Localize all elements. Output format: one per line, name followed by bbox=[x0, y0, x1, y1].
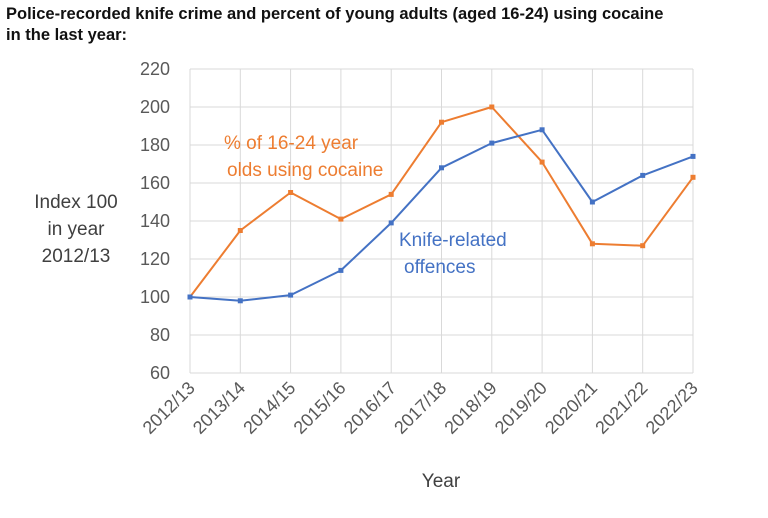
data-point-marker bbox=[237, 228, 243, 233]
x-tick-label: 2018/19 bbox=[440, 378, 500, 438]
x-tick-label: 2017/18 bbox=[390, 378, 450, 438]
data-point-marker bbox=[489, 104, 495, 110]
data-point-marker bbox=[489, 140, 495, 146]
x-tick-label: 2015/16 bbox=[290, 378, 350, 438]
x-axis-ticks: 2012/132013/142014/152015/162016/172017/… bbox=[139, 378, 702, 438]
y-tick-label: 140 bbox=[140, 211, 170, 231]
y-axis-title-line-3: 2012/13 bbox=[42, 246, 111, 267]
data-point-marker bbox=[539, 127, 545, 133]
y-axis-title-line-1: Index 100 bbox=[34, 192, 117, 213]
data-point-marker bbox=[439, 165, 444, 171]
chart-title-line-1: Police-recorded knife crime and percent … bbox=[6, 5, 664, 23]
x-tick-label: 2016/17 bbox=[340, 378, 400, 438]
cocaine-series-label: % of 16-24 year olds using cocaine bbox=[224, 133, 383, 181]
knife-label-line-1: Knife-related bbox=[399, 230, 507, 251]
x-tick-label: 2012/13 bbox=[139, 378, 199, 438]
data-point-marker bbox=[589, 199, 595, 205]
data-point-marker bbox=[539, 159, 545, 165]
cocaine-label-line-2: olds using cocaine bbox=[227, 160, 383, 181]
series-1 bbox=[187, 127, 696, 304]
data-point-marker bbox=[338, 216, 344, 222]
data-point-marker bbox=[338, 267, 344, 273]
data-point-marker bbox=[288, 292, 294, 298]
data-point-marker bbox=[640, 243, 646, 249]
y-tick-label: 60 bbox=[150, 363, 170, 383]
y-tick-label: 160 bbox=[140, 173, 170, 193]
knife-series-label: Knife-related offences bbox=[399, 230, 507, 278]
cocaine-label-line-1: % of 16-24 year bbox=[224, 133, 359, 154]
data-point-marker bbox=[690, 153, 696, 159]
data-point-marker bbox=[237, 298, 243, 304]
data-point-marker bbox=[589, 241, 595, 247]
data-point-marker bbox=[439, 119, 444, 125]
y-tick-label: 180 bbox=[140, 135, 170, 155]
y-tick-label: 80 bbox=[150, 325, 170, 345]
data-point-marker bbox=[388, 220, 394, 226]
series-lines bbox=[187, 104, 696, 304]
x-axis-title: Year bbox=[422, 471, 461, 492]
chart-title: Police-recorded knife crime and percent … bbox=[6, 4, 762, 46]
x-tick-label: 2014/15 bbox=[239, 378, 299, 438]
x-tick-label: 2013/14 bbox=[189, 378, 249, 438]
data-point-marker bbox=[690, 174, 696, 180]
y-axis-title-line-2: in year bbox=[47, 219, 105, 240]
y-tick-label: 120 bbox=[140, 249, 170, 269]
chart-title-line-2: in the last year: bbox=[6, 26, 128, 44]
y-tick-label: 100 bbox=[140, 287, 170, 307]
y-axis-title: Index 100 in year 2012/13 bbox=[34, 192, 117, 267]
x-tick-label: 2022/23 bbox=[642, 378, 702, 438]
x-tick-label: 2019/20 bbox=[491, 378, 551, 438]
x-tick-label: 2021/22 bbox=[591, 378, 651, 438]
data-point-marker bbox=[288, 190, 294, 195]
data-point-marker bbox=[388, 191, 394, 197]
gridlines bbox=[189, 68, 694, 374]
y-axis-ticks: 60 80 100 120 140 160 180 200 220 bbox=[140, 59, 170, 383]
data-point-marker bbox=[187, 294, 193, 300]
x-tick-label: 2020/21 bbox=[541, 378, 601, 438]
knife-label-line-2: offences bbox=[404, 257, 475, 278]
data-point-marker bbox=[640, 172, 646, 178]
y-tick-label: 200 bbox=[140, 97, 170, 117]
y-tick-label: 220 bbox=[140, 59, 170, 79]
